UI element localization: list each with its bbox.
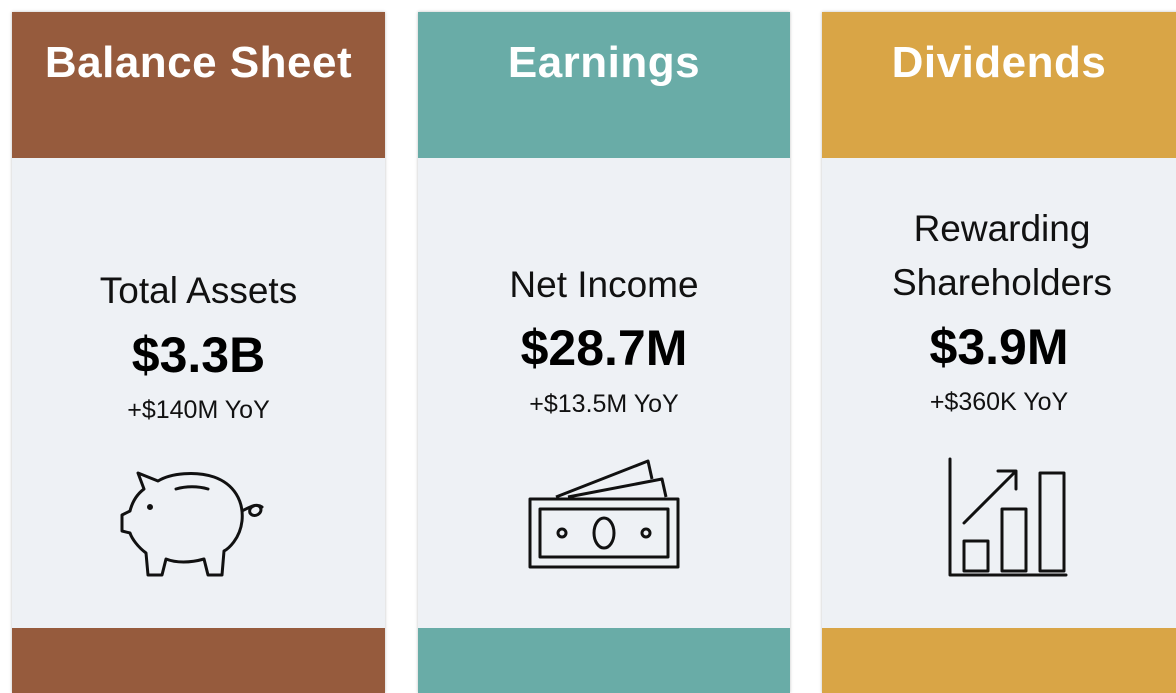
card: Balance Sheet Total Assets $3.3B +$140M … [12, 12, 385, 693]
card: Earnings Net Income $28.7M +$13.5M YoY [418, 12, 790, 693]
metric-value: $28.7M [520, 320, 688, 376]
cash-icon [528, 459, 680, 569]
card-title: Earnings [507, 38, 701, 87]
metric-change: +$360K YoY [929, 388, 1069, 416]
card-title: Balance Sheet [44, 38, 353, 87]
metric-label: Rewarding Shareholders [891, 208, 1113, 303]
metric-value: $3.3B [131, 327, 266, 383]
card-header: Balance Sheet [12, 12, 385, 158]
metric-label: Net Income [509, 264, 699, 305]
card-header: Dividends [822, 12, 1176, 158]
card-footer [12, 628, 385, 693]
growth-chart-icon [948, 457, 1068, 577]
card-header: Earnings [418, 12, 790, 158]
card: Dividends Rewarding Shareholders $3.9M +… [822, 12, 1176, 693]
metric-change: +$13.5M YoY [529, 390, 679, 418]
card-footer [822, 628, 1176, 693]
metric-label: Total Assets [99, 270, 298, 311]
card-title: Dividends [891, 38, 1107, 87]
metric-change: +$140M YoY [127, 396, 270, 424]
card-footer [418, 628, 790, 693]
piggy-bank-icon [120, 471, 264, 577]
metric-value: $3.9M [929, 319, 1069, 375]
